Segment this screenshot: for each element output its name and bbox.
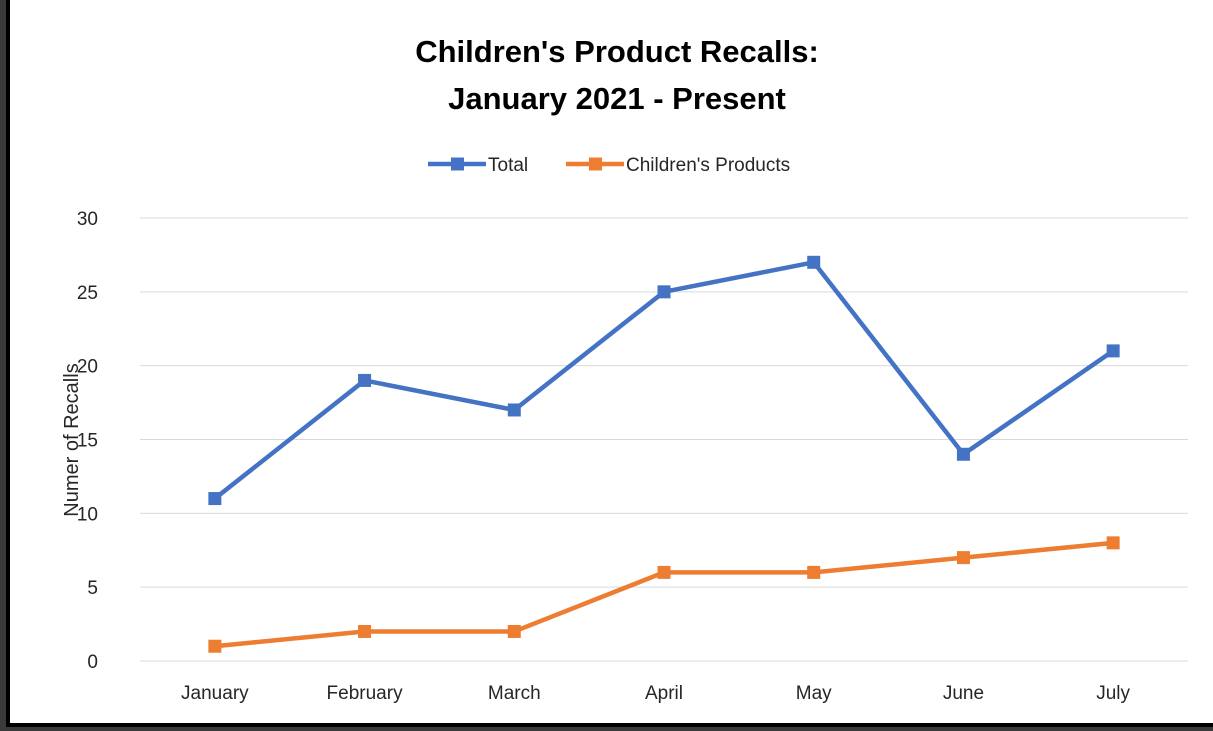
legend-marker	[451, 157, 464, 171]
chart-title-line-2: January 2021 - Present	[448, 81, 786, 116]
data-point-children-s-products	[1106, 536, 1120, 550]
data-point-children-s-products	[956, 551, 970, 565]
x-tick-label: February	[327, 683, 404, 704]
legend-label: Children's Products	[626, 155, 790, 176]
y-tick-label: 5	[87, 578, 98, 599]
x-tick-label: July	[1096, 683, 1130, 704]
data-point-total	[807, 255, 821, 269]
data-point-children-s-products	[358, 624, 372, 638]
data-point-children-s-products	[507, 624, 521, 638]
data-point-total	[657, 285, 671, 299]
data-point-total	[956, 447, 970, 461]
series-layer	[208, 255, 1120, 653]
y-tick-label: 20	[77, 357, 98, 378]
chart-frame: Children's Product Recalls: January 2021…	[6, 0, 1213, 727]
y-tick-label: 15	[77, 431, 98, 452]
x-tick-label: March	[488, 683, 541, 704]
data-point-children-s-products	[208, 639, 222, 653]
x-tick-label: May	[796, 683, 832, 704]
x-tick-label: April	[645, 683, 683, 704]
data-point-total	[208, 492, 222, 506]
series-line-children-s-products	[214, 540, 1114, 649]
data-point-children-s-products	[807, 565, 821, 579]
legend: Total Children's Products	[428, 155, 790, 176]
gridlines	[140, 217, 1188, 662]
data-point-total	[1106, 344, 1120, 358]
y-tick-label: 0	[87, 652, 98, 673]
y-axis-title: Numer of Recalls	[61, 363, 83, 516]
y-tick-label: 30	[77, 209, 98, 230]
y-tick-label: 10	[77, 504, 98, 525]
x-tick-label: January	[181, 683, 249, 704]
y-tick-label: 25	[77, 283, 98, 304]
data-point-total	[358, 373, 372, 387]
data-point-children-s-products	[657, 565, 671, 579]
x-axis-ticks: January February March April May June July	[181, 683, 1130, 704]
x-tick-label: June	[943, 683, 984, 704]
legend-marker	[589, 157, 602, 171]
line-chart: Children's Product Recalls: January 2021…	[61, 34, 1188, 704]
data-point-total	[507, 403, 521, 417]
legend-label: Total	[488, 155, 528, 176]
y-axis-ticks: 0 5 10 15 20 25 30	[77, 209, 98, 673]
chart-title-line-1: Children's Product Recalls:	[415, 34, 819, 69]
